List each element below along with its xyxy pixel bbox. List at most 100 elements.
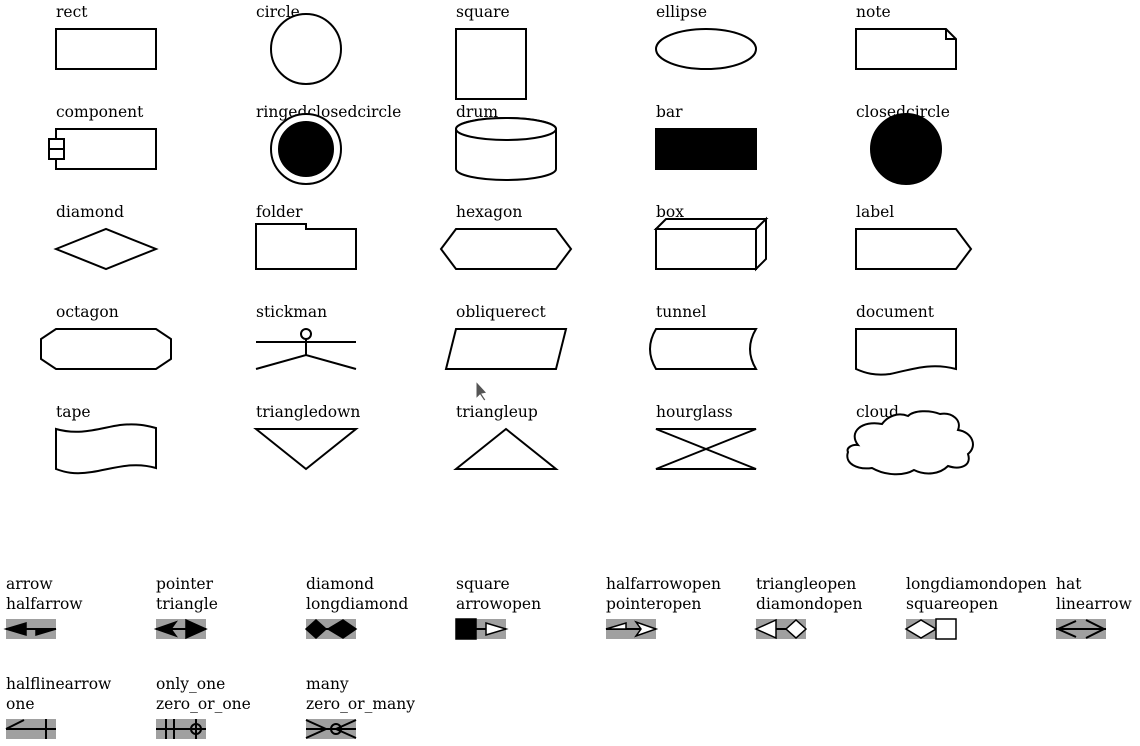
arrow-label-line1: pointer (156, 575, 214, 593)
arrow-label-line2: pointeropen (606, 595, 701, 613)
arrow-label-line1: arrow (6, 575, 53, 593)
linearrow-head (1085, 619, 1107, 639)
shape-rect: rect (55, 3, 157, 70)
shape-folder: folder (255, 203, 357, 270)
closedcircle-shape (870, 113, 942, 185)
box-front (655, 228, 757, 270)
many-head (305, 719, 329, 739)
shape-tunnel: tunnel (649, 303, 758, 370)
shape-label-component: component (56, 103, 144, 121)
shape-label-octagon: octagon (56, 303, 119, 321)
shape-drum: drum (455, 103, 557, 181)
arrow-sample-halfarrowopen-pointeropen: halfarrowopen pointeropen (605, 575, 721, 639)
shape-document: document (855, 303, 957, 376)
arrow-label-line1: hat (1056, 575, 1082, 593)
box-side (755, 216, 767, 272)
note-shape (855, 28, 957, 70)
shape-cloud: cloud (846, 403, 974, 476)
zero-or-many-crow (333, 719, 357, 739)
arrow-label-line1: longdiamondopen (906, 575, 1047, 593)
shape-label-folder: folder (256, 203, 303, 221)
arrow-label-line2: longdiamond (306, 595, 408, 613)
shape-octagon: octagon (40, 303, 172, 370)
hat-head (1055, 620, 1077, 638)
zero-or-one-circle (190, 723, 202, 735)
shape-label-obliquerect: obliquerect (456, 303, 547, 321)
shape-label-note: note (856, 3, 891, 21)
pointer-head (153, 620, 178, 638)
shape-label-drum: drum (456, 103, 498, 121)
tunnel-shape (649, 328, 758, 370)
arrow-label-line1: halfarrowopen (606, 575, 721, 593)
shape-hourglass: hourglass (655, 403, 757, 470)
square-shape (455, 28, 527, 100)
stickman-body (255, 339, 357, 370)
shape-label-ringedclosedcircle: ringedclosedcircle (256, 103, 401, 121)
octagon-shape (40, 328, 172, 370)
shape-label-triangleup: triangleup (456, 403, 538, 421)
shape-label-cloud: cloud (856, 403, 899, 421)
longdiamond-head (326, 619, 358, 639)
shape-label-closedcircle: closedcircle (856, 103, 950, 121)
arrow-sample-longdiamondopen-squareopen: longdiamondopen squareopen (904, 575, 1047, 640)
hourglass-shape (655, 428, 757, 470)
arrow-label-line1: only_one (156, 675, 225, 693)
shape-label-tape: tape (56, 403, 91, 421)
ringedclosedcircle-dot (278, 121, 334, 177)
arrow-label-line2: arrowopen (456, 595, 541, 613)
halfarrow-head (35, 628, 57, 637)
document-shape (855, 328, 957, 376)
arrow-label-line1: halflinearrow (6, 675, 112, 693)
triangleopen-head (754, 618, 777, 640)
arrow-sample-only_one-zero_or_one: only_one zero_or_one (156, 675, 251, 739)
arrow-sample-diamond-longdiamond: diamond longdiamond (304, 575, 408, 640)
box-top (653, 218, 769, 230)
label-shape (855, 228, 973, 270)
circle-shape (270, 13, 342, 85)
arrow-label-line2: diamondopen (756, 595, 862, 613)
note-fold (945, 29, 956, 40)
component-tab-top (48, 138, 65, 150)
arrow-label-line1: triangleopen (756, 575, 856, 593)
shape-label-hexagon: hexagon (456, 203, 522, 221)
cloud-shape (846, 410, 974, 476)
bar-shape (655, 128, 757, 170)
shape-closedcircle: closedcircle (856, 103, 950, 185)
mouse-cursor-icon (475, 379, 488, 402)
diamondopen-head (784, 618, 808, 640)
halfarrowopen-head (605, 621, 627, 630)
triangledown-shape (253, 428, 359, 471)
diamond-shape (53, 227, 159, 271)
arrow-label-line2: zero_or_one (156, 695, 251, 713)
shape-label-label: label (856, 203, 894, 221)
shape-label-bar: bar (656, 103, 683, 121)
ellipse-shape (655, 28, 757, 70)
component-body (55, 128, 157, 170)
arrowopen-head (485, 621, 509, 637)
shape-triangleup: triangleup (453, 403, 559, 470)
shape-square: square (455, 3, 527, 100)
halflinearrow-head (5, 719, 25, 730)
arrow-sample-square-arrowopen: square arrowopen (455, 575, 541, 640)
rect-shape (55, 28, 157, 70)
shape-diamond: diamond (53, 203, 159, 271)
arrow-sample-pointer-triangle: pointer triangle (153, 575, 218, 640)
shape-triangledown: triangledown (253, 403, 360, 471)
arrow-label-line2: triangle (156, 595, 218, 613)
shape-label-diamond: diamond (56, 203, 124, 221)
arrow-label-line2: squareopen (906, 595, 998, 613)
shape-label-triangledown: triangledown (256, 403, 360, 421)
shape-ringedclosedcircle: ringedclosedcircle (256, 103, 401, 185)
shape-label-box: box (656, 203, 684, 221)
shape-component: component (48, 103, 157, 170)
hexagon-shape (439, 228, 573, 270)
shape-label-ellipse: ellipse (656, 3, 707, 21)
square-head (455, 618, 477, 640)
shape-label-circle: circle (256, 3, 300, 21)
diamond-head (304, 618, 328, 640)
shape-label-square: square (456, 3, 510, 21)
shape-bar: bar (655, 103, 757, 170)
arrow-label-line1: many (306, 675, 349, 693)
drum-top (455, 117, 557, 141)
shape-label-hourglass: hourglass (656, 403, 733, 421)
